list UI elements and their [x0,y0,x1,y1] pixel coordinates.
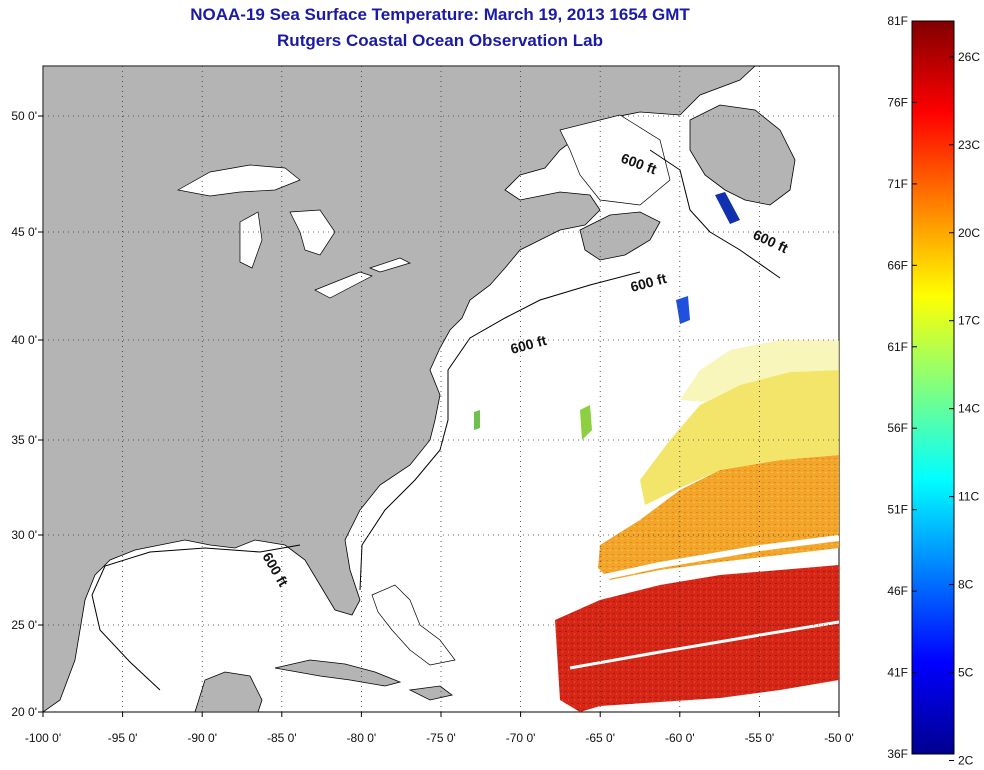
colorbar-f-label: 66F [887,258,908,272]
title-block: NOAA-19 Sea Surface Temperature: March 1… [40,2,840,54]
colorbar-c-label: 23C [958,138,980,152]
land-hispaniola [408,685,453,701]
lake-michigan [239,211,263,269]
x-tick-label: -70 0' [506,731,536,745]
lake-ontario [368,257,411,273]
colorbar-f-label: 61F [887,340,908,354]
colorbar-c-label: 2C [958,754,974,768]
x-axis-ticks: -100 0' -95 0' -90 0' -85 0' -80 0' -75 0' -70… [25,712,854,745]
bahamas-bank [371,584,456,666]
y-tick-label: 25 0' [11,618,37,632]
land-newfoundland [689,104,796,206]
colorbar-c-label: 20C [958,226,980,240]
lake-erie [314,271,373,299]
x-tick-label: -65 0' [585,731,615,745]
sst-patch-green [580,405,592,440]
x-tick-label: -60 0' [665,731,695,745]
colorbar-f-label: 36F [887,747,908,761]
x-tick-label: -85 0' [267,731,297,745]
land-yucatan [194,671,263,712]
lake-superior [176,164,301,197]
x-tick-label: -80 0' [347,731,377,745]
colorbar-c-label: 5C [958,666,974,680]
colorbar-c-label: 26C [958,50,980,64]
land-north-america [43,66,756,712]
x-tick-label: -50 0' [824,731,854,745]
y-tick-label: 35 0' [11,433,37,447]
colorbar-c-label: 14C [958,402,980,416]
colorbar-f-label: 71F [887,177,908,191]
sst-patch-small [474,410,480,430]
sst-swath-cool [640,370,839,505]
y-tick-label: 40 0' [11,333,37,347]
y-axis-ticks: 20 0' 25 0' 30 0' 35 0' 40 0' 45 0' 50 0' [11,109,43,719]
colorbar-f-label: 81F [887,14,908,28]
sst-swath-mid [598,455,839,580]
y-tick-label: 30 0' [11,528,37,542]
sst-patch-blue-2 [715,192,740,224]
swath-gap [589,535,839,583]
swath-gap-2 [569,620,839,670]
colorbar-f-label: 51F [887,503,908,517]
colorbar-celsius-ticks: 26C 23C 20C 17C 14C 11C 8C 5C 2C [949,50,980,768]
contour-600ft [91,149,781,691]
y-tick-label: 45 0' [11,225,37,239]
y-tick-label: 20 0' [11,705,37,719]
colorbar-f-label: 46F [887,584,908,598]
colorbar-f-label: 76F [887,95,908,109]
title-line-1: NOAA-19 Sea Surface Temperature: March 1… [190,5,690,24]
colorbar [911,20,955,755]
land-cuba [274,659,402,687]
colorbar-c-label: 17C [958,314,980,328]
x-tick-label: -100 0' [25,731,61,745]
gulf-st-lawrence [559,114,671,206]
lake-huron [289,209,336,256]
colorbar-f-label: 56F [887,421,908,435]
x-tick-label: -95 0' [108,731,138,745]
colorbar-c-label: 11C [958,490,979,504]
y-tick-label: 50 0' [11,109,37,123]
colorbar-fahrenheit-ticks: 81F 76F 71F 66F 61F 56F 51F 46F 41F 36F [887,14,917,761]
x-tick-label: -90 0' [187,731,217,745]
colorbar-f-label: 41F [887,666,908,680]
x-tick-label: -75 0' [426,731,456,745]
x-tick-label: -55 0' [745,731,775,745]
sst-swath-warm [555,565,839,712]
land-nova-scotia [579,211,661,261]
colorbar-c-label: 8C [958,578,974,592]
title-line-2: Rutgers Coastal Ocean Observation Lab [277,31,603,50]
